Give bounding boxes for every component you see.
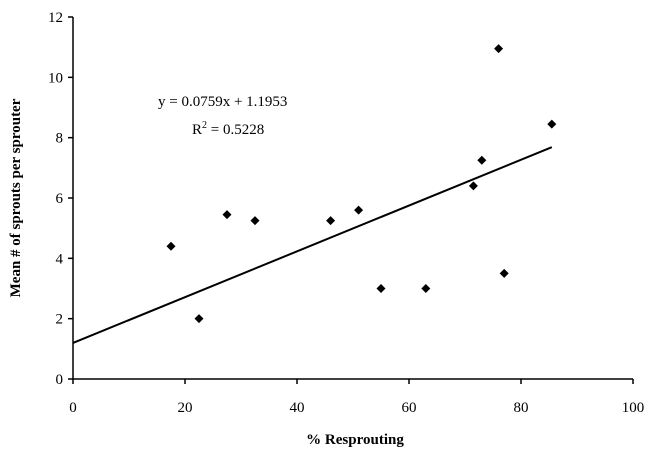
data-point — [354, 205, 364, 215]
x-tick-label: 80 — [514, 400, 529, 416]
data-point — [494, 44, 504, 54]
data-point — [326, 216, 336, 226]
data-points — [166, 44, 557, 324]
y-tick-label: 6 — [56, 191, 64, 207]
data-point — [421, 284, 431, 293]
data-point — [547, 119, 557, 129]
data-point — [194, 314, 204, 324]
trendline — [72, 146, 553, 344]
data-point — [477, 155, 487, 165]
x-tick-label: 20 — [178, 400, 193, 416]
data-point — [222, 210, 232, 220]
y-tick-label: 0 — [56, 372, 64, 388]
x-tick-label: 40 — [290, 400, 305, 416]
data-point — [376, 284, 386, 293]
y-axis-ticks: 0 2 4 6 8 10 12 — [48, 10, 73, 388]
x-axis-title: % Resprouting — [306, 432, 404, 448]
y-tick-label: 8 — [56, 131, 64, 147]
y-tick-label: 10 — [48, 70, 63, 86]
x-tick-label: 60 — [402, 400, 417, 416]
y-tick-label: 12 — [48, 10, 63, 26]
x-tick-label: 0 — [69, 400, 77, 416]
x-axis-ticks: 0 20 40 60 80 100 — [69, 379, 644, 416]
data-point — [166, 241, 176, 251]
y-tick-label: 4 — [56, 251, 64, 267]
data-point — [499, 268, 509, 278]
data-point — [468, 181, 478, 191]
y-tick-label: 2 — [56, 312, 64, 328]
x-tick-label: 100 — [622, 400, 645, 416]
y-axis-title: Mean # of sprouts per sprouter — [8, 98, 24, 297]
trendline-equation: y = 0.0759x + 1.1953 — [158, 94, 287, 110]
r-squared-label: R2 = 0.5228 — [192, 120, 264, 138]
data-point — [250, 216, 260, 226]
